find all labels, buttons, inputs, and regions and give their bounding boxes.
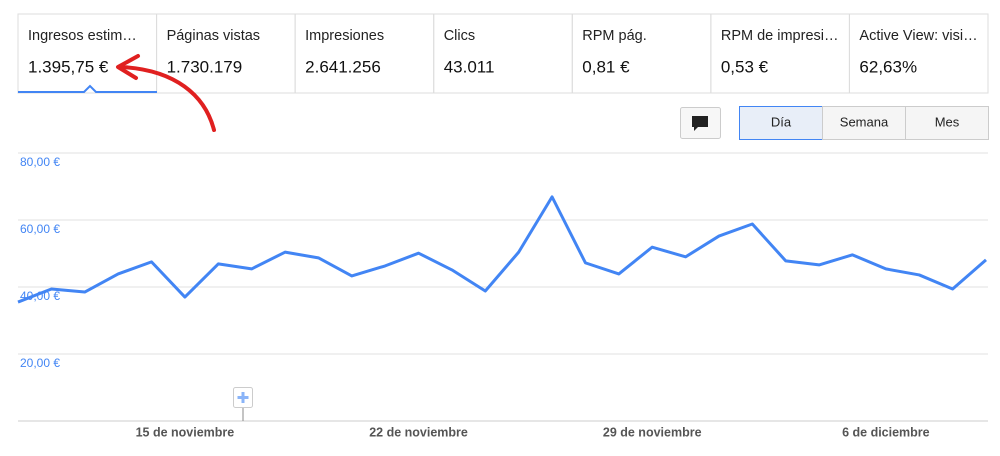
metric-label: RPM pág.: [582, 28, 646, 44]
y-tick-label: 20,00 €: [20, 356, 60, 370]
metric-value: 43.011: [444, 57, 495, 76]
metric-label: Ingresos estim…: [28, 28, 137, 44]
annotation-arrow: [120, 65, 216, 132]
x-tick-label: 15 de noviembre: [136, 425, 235, 439]
metric-label: Páginas vistas: [167, 28, 260, 44]
metric-label: Active View: visi…: [859, 28, 977, 44]
comment-button[interactable]: [680, 107, 721, 139]
metric-label: Clics: [444, 28, 475, 44]
metric-tile[interactable]: [571, 13, 712, 94]
metric-value: 1.395,75 €: [28, 57, 109, 76]
x-tick-label: 29 de noviembre: [603, 425, 702, 439]
period-button-label: Día: [771, 114, 792, 129]
metric-value: 1.730.179: [167, 57, 243, 76]
metric-tile[interactable]: [848, 13, 989, 94]
metric-label: RPM de impresi…: [721, 28, 839, 44]
metric-value: 62,63%: [859, 57, 917, 76]
metric-value: 0,53 €: [721, 57, 769, 76]
period-button-label: Semana: [840, 114, 889, 129]
revenue-line: [17, 195, 987, 304]
metric-value: 0,81 €: [582, 57, 630, 76]
metric-value: 2.641.256: [305, 57, 381, 76]
y-tick-label: 60,00 €: [20, 222, 60, 236]
metric-label: Impresiones: [305, 28, 384, 44]
x-tick-label: 6 de diciembre: [842, 425, 930, 439]
metric-tile[interactable]: [433, 13, 573, 94]
comment-icon: [692, 116, 708, 131]
x-tick-label: 22 de noviembre: [369, 425, 468, 439]
selected-indicator: [18, 84, 157, 93]
marker-plus: [237, 392, 249, 403]
period-button[interactable]: [905, 106, 989, 140]
metric-tile[interactable]: [294, 13, 435, 94]
arrow-head: [116, 54, 140, 80]
metric-tile[interactable]: [710, 13, 850, 94]
annotation-marker[interactable]: [233, 387, 253, 422]
period-button[interactable]: [822, 106, 906, 140]
metric-tile[interactable]: [17, 13, 158, 94]
period-button-label: Mes: [935, 114, 960, 129]
y-tick-label: 80,00 €: [20, 155, 60, 169]
metrics-bar: [17, 13, 989, 94]
y-tick-label: 40,00 €: [20, 289, 60, 303]
